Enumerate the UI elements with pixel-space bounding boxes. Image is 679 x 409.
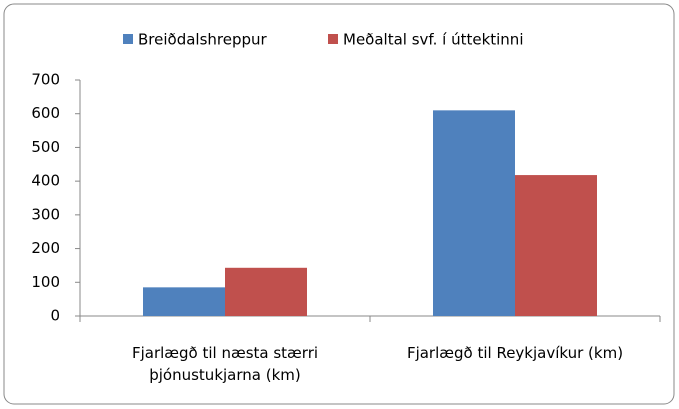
bar — [515, 175, 597, 316]
legend-label: Breiðdalshreppur — [138, 31, 268, 49]
x-tick-label: Fjarlægð til næsta stærri þjónustukjarna… — [131, 344, 319, 384]
y-tick-label: 100 — [31, 273, 60, 291]
y-tick-label: 200 — [31, 239, 60, 257]
y-tick-label: 300 — [31, 205, 60, 223]
legend-swatch — [123, 34, 133, 44]
y-tick-label: 600 — [31, 104, 60, 122]
y-tick-label: 400 — [31, 172, 60, 190]
y-tick-label: 0 — [50, 307, 60, 325]
legend-swatch — [328, 34, 338, 44]
y-tick-label: 700 — [31, 71, 60, 89]
bar — [433, 110, 515, 316]
bar — [225, 267, 307, 316]
y-tick-label: 500 — [31, 138, 60, 156]
legend-label: Meðaltal svf. í úttektinni — [343, 31, 523, 49]
x-tick-label: Fjarlægð til Reykjavíkur (km) — [406, 344, 624, 362]
bar — [143, 287, 225, 316]
